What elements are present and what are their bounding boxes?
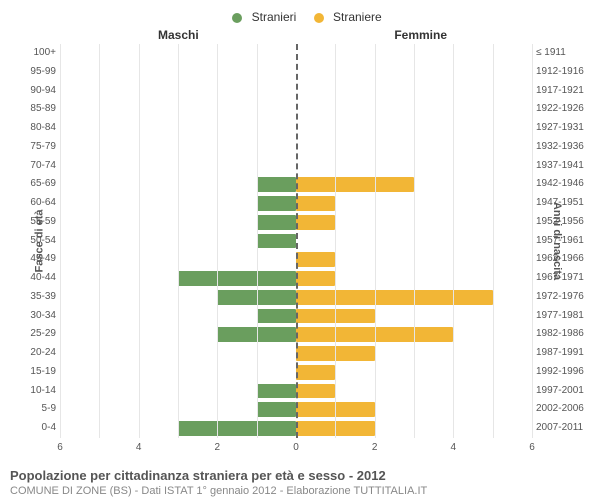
bar-female [296,215,335,230]
age-label: 40-44 [20,269,56,288]
birth-year-label: 1912-1916 [536,63,590,82]
x-tick: 6 [529,442,535,453]
bar-female [296,196,335,211]
age-label: 25-29 [20,325,56,344]
birth-year-label: 1947-1951 [536,194,590,213]
gridline [217,44,218,438]
birth-year-label: 1927-1931 [536,119,590,138]
pyramid-chart: Stranieri Straniere Maschi Femmine Fasce… [0,0,600,500]
legend: Stranieri Straniere [8,10,592,24]
age-label: 10-14 [20,382,56,401]
gridline [414,44,415,438]
bar-male [257,234,296,249]
age-label: 80-84 [20,119,56,138]
age-label: 100+ [20,44,56,63]
birth-year-label: 1952-1956 [536,213,590,232]
chart-title: Popolazione per cittadinanza straniera p… [10,468,590,483]
bar-male [178,271,296,286]
age-label: 90-94 [20,82,56,101]
birth-year-label: ≤ 1911 [536,44,590,63]
bar-male [257,384,296,399]
birth-year-label: 1937-1941 [536,157,590,176]
birth-year-label: 1917-1921 [536,82,590,101]
chart-subtitle: COMUNE DI ZONE (BS) - Dati ISTAT 1° genn… [10,485,590,497]
bar-female [296,252,335,267]
bar-male [257,215,296,230]
center-line [296,44,298,438]
x-tick: 4 [136,442,142,453]
column-title-female: Femmine [394,28,447,42]
rows-container: 100+≤ 191195-991912-191690-941917-192185… [60,44,532,438]
bar-female [296,290,493,305]
age-label: 55-59 [20,213,56,232]
plot-area: Fasce di età Anni di nascita 100+≤ 19119… [8,44,592,438]
age-label: 65-69 [20,175,56,194]
x-tick: 6 [57,442,63,453]
gridline [178,44,179,438]
bar-female [296,384,335,399]
age-label: 20-24 [20,344,56,363]
age-label: 0-4 [20,419,56,438]
bar-male [257,196,296,211]
birth-year-label: 1977-1981 [536,307,590,326]
bar-female [296,271,335,286]
age-label: 15-19 [20,363,56,382]
birth-year-label: 1992-1996 [536,363,590,382]
birth-year-label: 1942-1946 [536,175,590,194]
legend-swatch-female [314,13,324,23]
x-tick: 0 [293,442,299,453]
gridline [139,44,140,438]
birth-year-label: 1997-2001 [536,382,590,401]
age-label: 85-89 [20,100,56,119]
bar-male [257,177,296,192]
gridline [99,44,100,438]
gridline [532,44,533,438]
age-label: 30-34 [20,307,56,326]
age-label: 50-54 [20,232,56,251]
age-label: 5-9 [20,400,56,419]
x-tick: 2 [372,442,378,453]
birth-year-label: 1972-1976 [536,288,590,307]
gridline [493,44,494,438]
birth-year-label: 1962-1966 [536,250,590,269]
gridline [335,44,336,438]
x-axis: 6 4 2 0 2 4 6 [60,442,532,458]
legend-label-male: Stranieri [252,10,297,24]
birth-year-label: 1982-1986 [536,325,590,344]
age-label: 95-99 [20,63,56,82]
age-label: 35-39 [20,288,56,307]
x-tick: 2 [215,442,221,453]
gridline [257,44,258,438]
bar-female [296,365,335,380]
column-titles: Maschi Femmine [8,28,592,42]
birth-year-label: 1922-1926 [536,100,590,119]
age-label: 75-79 [20,138,56,157]
bar-male [257,402,296,417]
birth-year-label: 1987-1991 [536,344,590,363]
chart-footer: Popolazione per cittadinanza straniera p… [8,468,592,497]
bar-female [296,177,414,192]
birth-year-label: 1932-1936 [536,138,590,157]
legend-swatch-male [232,13,242,23]
legend-label-female: Straniere [333,10,382,24]
birth-year-label: 2002-2006 [536,400,590,419]
birth-year-label: 1957-1961 [536,232,590,251]
bar-male [178,421,296,436]
age-label: 70-74 [20,157,56,176]
bar-male [257,309,296,324]
x-tick: 4 [451,442,457,453]
gridline [453,44,454,438]
gridline [375,44,376,438]
birth-year-label: 2007-2011 [536,419,590,438]
age-label: 45-49 [20,250,56,269]
gridline [60,44,61,438]
birth-year-label: 1967-1971 [536,269,590,288]
column-title-male: Maschi [158,28,199,42]
age-label: 60-64 [20,194,56,213]
